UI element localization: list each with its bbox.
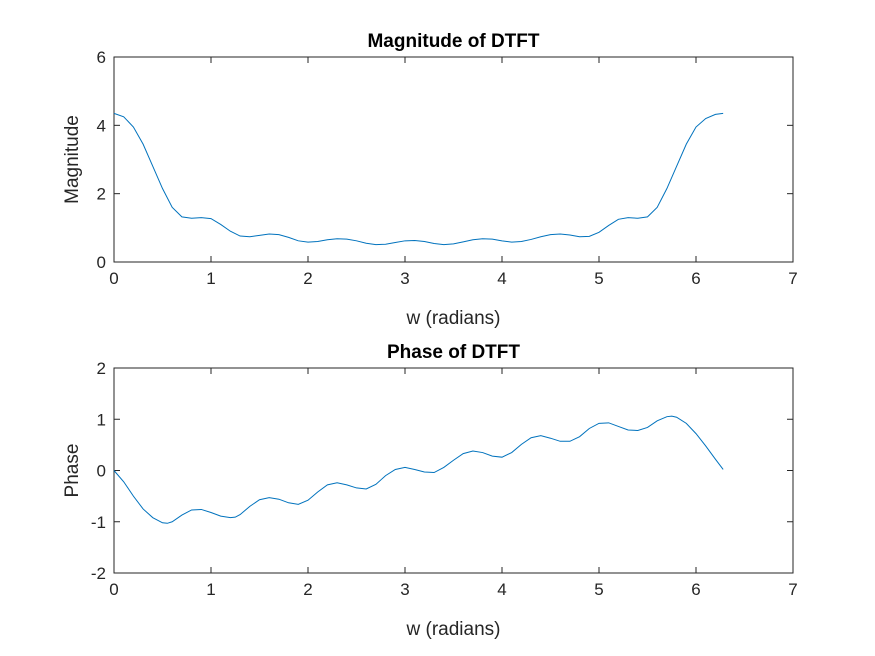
- phase-xtick-label: 4: [497, 580, 506, 599]
- magnitude-ytick-label: 2: [97, 185, 106, 204]
- phase-xtick-label: 5: [594, 580, 603, 599]
- magnitude-y-axis-label: Magnitude: [62, 115, 83, 204]
- magnitude-xtick-label: 5: [594, 269, 603, 288]
- phase-x-axis-label: w (radians): [406, 619, 501, 640]
- phase-xtick-label: 0: [109, 580, 118, 599]
- magnitude-ytick-label: 4: [97, 116, 106, 135]
- phase-xtick-label: 1: [206, 580, 215, 599]
- magnitude-x-axis-label: w (radians): [406, 308, 501, 329]
- phase-xtick-label: 7: [788, 580, 797, 599]
- magnitude-xtick-label: 7: [788, 269, 797, 288]
- phase-chart-title: Phase of DTFT: [387, 342, 520, 363]
- magnitude-series-line: [113, 112, 724, 246]
- phase-ytick-label: 2: [97, 359, 106, 378]
- phase-series-line: [113, 415, 724, 524]
- magnitude-xtick-label: 2: [303, 269, 312, 288]
- magnitude-plot: 0 1 2 3 4 5 6 7 0 2 4 6 Magnitude of DTFT w (radians)…: [62, 31, 798, 329]
- phase-ytick-label: -1: [91, 513, 106, 532]
- magnitude-xtick-label: 1: [206, 269, 215, 288]
- magnitude-xtick-label: 6: [691, 269, 700, 288]
- phase-xtick-label: 2: [303, 580, 312, 599]
- magnitude-xtick-label: 4: [497, 269, 506, 288]
- phase-xtick-label: 6: [691, 580, 700, 599]
- phase-ytick-label: 0: [97, 462, 106, 481]
- magnitude-ytick-label: 6: [97, 48, 106, 67]
- phase-plot: 0 1 2 3 4 5 6 7 -2 -1 0 1 2 Phase of DTFT w (radians) P…: [62, 342, 798, 640]
- phase-axes-frame: [113, 367, 794, 574]
- magnitude-xtick-label: 3: [400, 269, 409, 288]
- phase-y-axis-label: Phase: [62, 444, 83, 498]
- phase-xtick-label: 3: [400, 580, 409, 599]
- magnitude-xtick-label: 0: [109, 269, 118, 288]
- magnitude-ytick-label: 0: [97, 253, 106, 272]
- magnitude-chart-title: Magnitude of DTFT: [367, 31, 539, 52]
- magnitude-axes-frame: [113, 56, 794, 263]
- phase-ytick-label: 1: [97, 410, 106, 429]
- phase-ytick-label: -2: [91, 564, 106, 583]
